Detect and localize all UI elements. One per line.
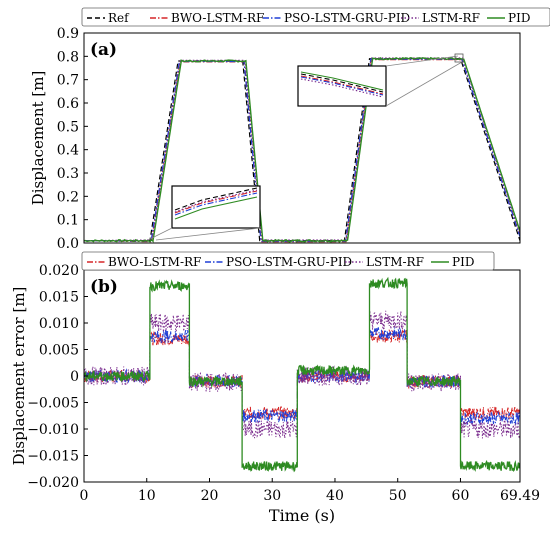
- y-tick-label: 0.020: [39, 263, 79, 279]
- legend-label: Ref: [108, 11, 130, 25]
- series-line-pid: [84, 276, 520, 473]
- legend-label: BWO-LSTM-RF: [108, 255, 201, 269]
- zoom-connector: [155, 227, 261, 241]
- y-tick-label: −0.020: [27, 475, 79, 491]
- plot-frame: [83, 32, 521, 244]
- x-tick-label: 10: [138, 488, 156, 504]
- series-line-lstm-rf: [84, 57, 520, 242]
- y-tick-label: 0.7: [57, 73, 79, 89]
- panel-label: (b): [90, 277, 118, 297]
- y-tick-label: 0.2: [57, 189, 79, 205]
- x-tick-label: 40: [326, 488, 344, 504]
- zoom-inset-line: [174, 192, 258, 216]
- y-tick-label: 0.9: [57, 26, 79, 42]
- y-tick-label: −0.005: [27, 396, 79, 412]
- zoom-inset-line: [174, 190, 258, 214]
- zoom-marker-box: [454, 53, 464, 63]
- legend-label: PID: [508, 11, 530, 25]
- zoom-inset-box: [297, 65, 387, 107]
- zoom-inset-line: [174, 189, 258, 213]
- panel-b: −0.020 −0.015 −0.010 −0.005 0 0.005 0.010 0.015…: [10, 251, 540, 525]
- zoom-inset-line: [300, 78, 384, 98]
- x-tick-label: 20: [201, 488, 219, 504]
- zoom-connector: [385, 61, 463, 107]
- y-tick-label: 0.3: [57, 166, 79, 182]
- y-tick-label: 0.1: [57, 213, 79, 229]
- y-tick-label: 0.6: [57, 96, 79, 112]
- legend: BWO-LSTM-RF PSO-LSTM-GRU-PID LSTM-RF PID: [81, 251, 495, 271]
- y-tick-label: 0.8: [57, 49, 79, 65]
- series-group: [84, 56, 520, 243]
- x-tick-label: 69.49: [500, 488, 540, 504]
- zoom-inset-line: [174, 187, 258, 211]
- panel-a: 0.0 0.1 0.2 0.3 0.4 0.5 0.6 0.7 0.8 0.9 (a) Displac…: [29, 7, 550, 252]
- zoom-inset-line: [300, 73, 384, 93]
- x-tick-label: 50: [389, 488, 407, 504]
- y-tick-label: 0.010: [39, 316, 79, 332]
- legend: Ref BWO-LSTM-RF PSO-LSTM-GRU-PID LSTM-RF PID: [81, 7, 550, 27]
- zoom-inset-line: [300, 76, 384, 96]
- y-tick-label: 0.005: [39, 343, 79, 359]
- x-tick-label: 0: [80, 488, 89, 504]
- series-group: [84, 276, 520, 473]
- y-tick-label: 0: [70, 369, 79, 385]
- y-tick-label: 0.4: [57, 143, 79, 159]
- panel-label: (a): [90, 40, 117, 60]
- y-axis-label: Displacement error [m]: [10, 287, 28, 466]
- zoom-connector: [147, 227, 173, 241]
- zoom-insets: [147, 53, 464, 241]
- legend-label: BWO-LSTM-RF: [171, 11, 264, 25]
- legend-label: PSO-LSTM-GRU-PID: [284, 11, 410, 25]
- y-tick-label: −0.010: [27, 422, 79, 438]
- legend-label: PSO-LSTM-GRU-PID: [226, 255, 352, 269]
- series-line-pid: [84, 56, 520, 243]
- y-tick-label: −0.015: [27, 449, 79, 465]
- y-axis-label: Displacement [m]: [29, 71, 47, 206]
- x-tick-label: 30: [263, 488, 281, 504]
- zoom-inset-line: [300, 71, 384, 91]
- y-tick-label: 0.5: [57, 119, 79, 135]
- zoom-inset-line: [174, 196, 258, 220]
- legend-label: LSTM-RF: [366, 255, 424, 269]
- x-axis-label: Time (s): [269, 506, 335, 525]
- legend-box: [81, 251, 495, 271]
- x-tick-label: 60: [452, 488, 470, 504]
- y-tick-label: 0.015: [39, 290, 79, 306]
- legend-label: LSTM-RF: [422, 11, 480, 25]
- y-tick-label: 0.0: [57, 236, 79, 252]
- legend-box: [81, 7, 550, 27]
- zoom-connector: [385, 55, 459, 67]
- legend-label: PID: [452, 255, 474, 269]
- zoom-inset-line: [300, 75, 384, 95]
